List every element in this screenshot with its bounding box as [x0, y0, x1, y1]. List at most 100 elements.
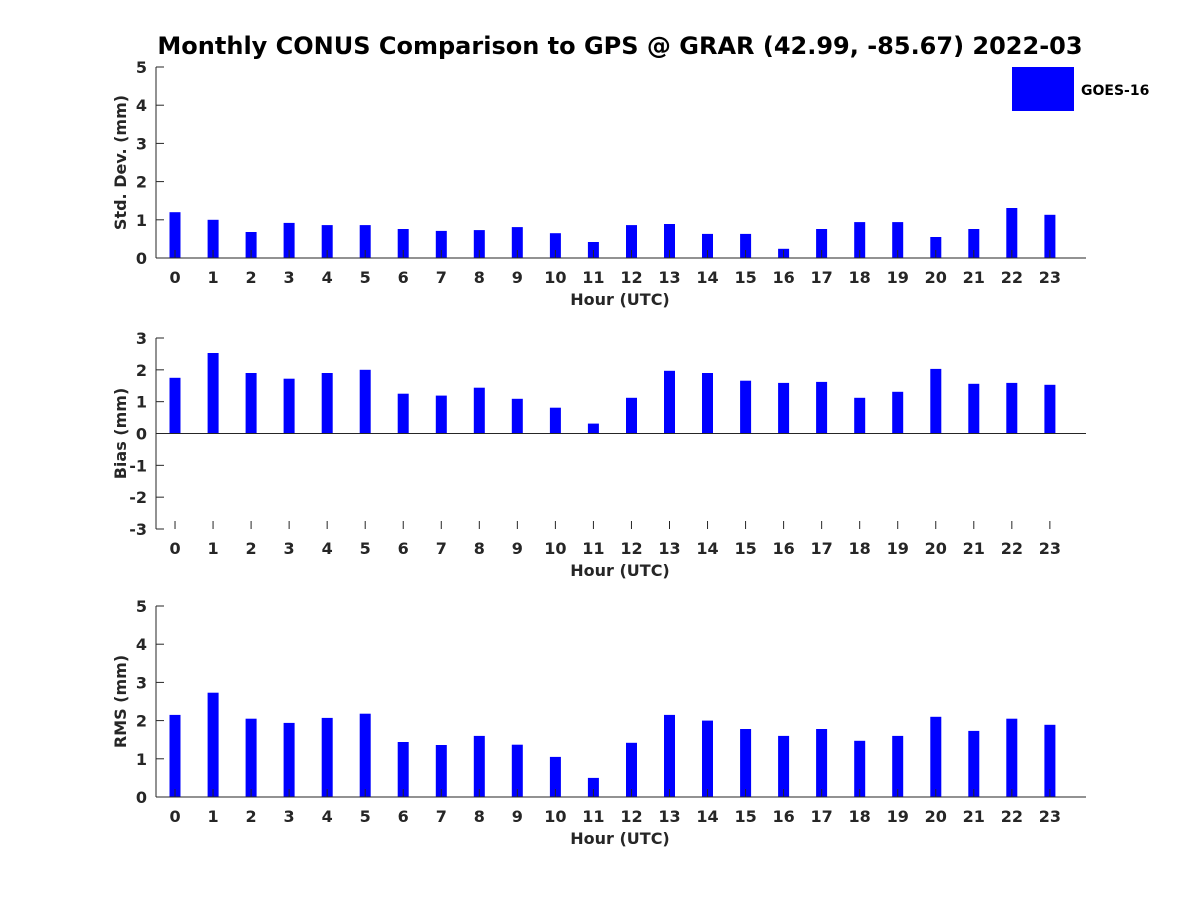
bar-hour-19	[892, 735, 904, 797]
bar-hour-15	[740, 380, 752, 434]
y-tick-label: 0	[136, 425, 147, 444]
x-tick-label: 1	[207, 539, 218, 558]
bar-hour-0	[169, 377, 181, 434]
x-tick-label: 20	[925, 268, 947, 287]
bar-hour-8	[473, 230, 485, 258]
bar-hour-6	[397, 742, 409, 797]
x-tick-label: 14	[696, 539, 718, 558]
x-tick-label: 10	[544, 539, 566, 558]
x-tick-label: 14	[696, 268, 718, 287]
x-tick-label: 6	[398, 539, 409, 558]
bar-hour-23	[1044, 214, 1056, 258]
bar-hour-18	[854, 740, 866, 797]
x-tick-label: 23	[1039, 268, 1061, 287]
x-tick-label: 8	[474, 807, 485, 826]
x-tick-label: 18	[849, 539, 871, 558]
legend-swatch	[1012, 67, 1074, 111]
bar-hour-9	[511, 744, 523, 797]
y-tick-label: 2	[136, 173, 147, 192]
x-tick-label: 23	[1039, 807, 1061, 826]
x-tick-label: 5	[360, 539, 371, 558]
y-tick-label: 0	[136, 249, 147, 268]
x-tick-label: 11	[582, 539, 604, 558]
x-tick-label: 12	[620, 539, 642, 558]
bar-hour-12	[626, 742, 637, 797]
bar-hour-2	[245, 718, 257, 797]
x-tick-label: 10	[544, 807, 566, 826]
x-tick-label: 4	[322, 807, 333, 826]
y-tick-label: 0	[136, 788, 147, 807]
bar-hour-1	[207, 219, 219, 258]
bar-hour-7	[435, 745, 447, 797]
bar-hour-7	[435, 395, 447, 434]
y-tick-label: 5	[136, 597, 147, 616]
x-tick-label: 17	[811, 268, 833, 287]
bar-hour-14	[702, 720, 713, 797]
x-tick-label: 8	[474, 539, 485, 558]
x-tick-label: 20	[925, 807, 947, 826]
x-tick-label: 6	[398, 268, 409, 287]
x-tick-label: 0	[169, 268, 180, 287]
x-tick-label: 9	[512, 807, 523, 826]
x-tick-label: 9	[512, 539, 523, 558]
y-tick-label: -1	[129, 456, 147, 475]
legend-label: GOES-16	[1081, 83, 1149, 99]
x-tick-label: 23	[1039, 539, 1061, 558]
x-tick-label: 14	[696, 807, 718, 826]
x-tick-label: 17	[811, 807, 833, 826]
bar-hour-20	[930, 368, 942, 434]
x-tick-label: 18	[849, 807, 871, 826]
x-tick-label: 15	[734, 539, 756, 558]
x-tick-label: 16	[772, 268, 794, 287]
bar-hour-11	[587, 777, 599, 797]
bar-hour-22	[1006, 208, 1018, 258]
bar-hour-4	[321, 225, 333, 258]
x-tick-label: 16	[772, 539, 794, 558]
bar-hour-9	[511, 227, 523, 258]
bar-hour-10	[549, 407, 561, 434]
x-tick-label: 3	[284, 539, 295, 558]
bar-hour-5	[359, 713, 371, 797]
bar-hour-20	[930, 716, 942, 797]
x-tick-label: 18	[849, 268, 871, 287]
x-tick-label: 13	[658, 539, 680, 558]
y-tick-label: -2	[129, 488, 147, 507]
bar-hour-20	[930, 237, 942, 258]
y-tick-label: 3	[136, 329, 147, 348]
figure-title: Monthly CONUS Comparison to GPS @ GRAR (…	[157, 32, 1082, 60]
x-tick-label: 11	[582, 268, 604, 287]
y-tick-label: 2	[136, 361, 147, 380]
bar-hour-8	[473, 735, 485, 797]
y-tick-label: 4	[136, 635, 147, 654]
x-tick-label: 10	[544, 268, 566, 287]
y-axis-label: RMS (mm)	[111, 655, 130, 748]
x-tick-label: 7	[436, 807, 447, 826]
legend: GOES-16	[1012, 67, 1149, 111]
y-tick-label: 3	[136, 134, 147, 153]
bar-hour-21	[968, 229, 980, 258]
bar-hour-4	[321, 717, 333, 797]
bar-hour-11	[587, 423, 599, 434]
x-tick-label: 1	[207, 268, 218, 287]
y-tick-label: 3	[136, 673, 147, 692]
bar-hour-21	[968, 383, 980, 434]
bar-hour-17	[816, 229, 828, 258]
bar-hour-13	[664, 370, 675, 434]
y-tick-label: 4	[136, 96, 147, 115]
bar-hour-0	[169, 212, 181, 258]
x-tick-label: 17	[811, 539, 833, 558]
y-tick-label: 1	[136, 750, 147, 769]
x-tick-label: 12	[620, 807, 642, 826]
x-tick-label: 2	[246, 539, 257, 558]
x-tick-label: 21	[963, 807, 985, 826]
y-axis-label: Std. Dev. (mm)	[111, 95, 130, 230]
x-tick-label: 22	[1001, 268, 1023, 287]
bar-hour-5	[359, 225, 371, 258]
x-tick-label: 22	[1001, 539, 1023, 558]
bar-hour-10	[549, 233, 561, 258]
bar-hour-0	[169, 714, 181, 797]
x-tick-label: 1	[207, 807, 218, 826]
bar-hour-18	[854, 397, 866, 434]
